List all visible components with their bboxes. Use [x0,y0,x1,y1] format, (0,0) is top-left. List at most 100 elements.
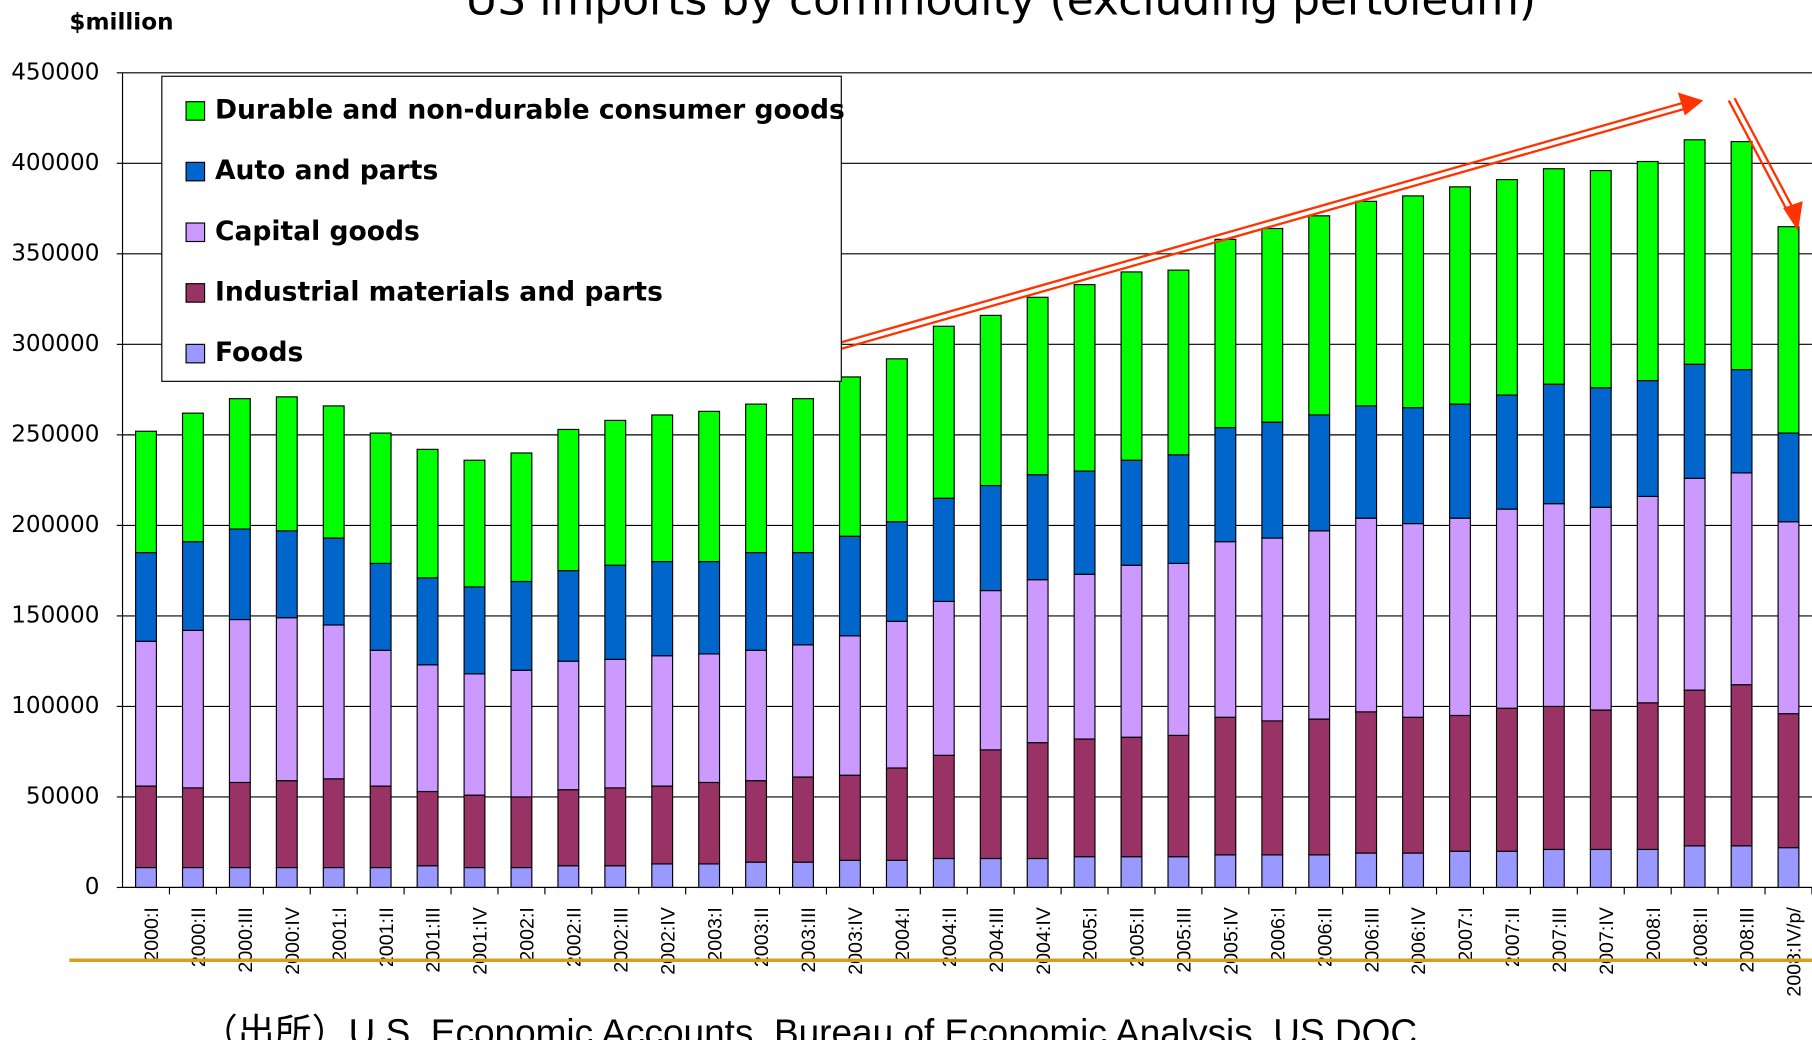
x-tick-label: 2000:III [235,907,257,972]
bar-segment [745,551,768,651]
bar-segment [1589,169,1612,389]
bar-segment [745,649,768,782]
bar-segment [651,655,674,787]
bar-segment [979,484,1002,592]
bar-segment [651,863,674,889]
bar-segment [979,589,1002,751]
bar-segment [1495,850,1518,889]
x-tick-label: 2006:III [1361,907,1383,972]
bar-segment [1167,269,1190,456]
bar-segment [1777,847,1800,889]
bar-segment [792,644,814,778]
x-tick-label: 2003:II [751,907,773,967]
bar-segment [1683,139,1706,365]
bar-segment [1542,503,1565,708]
bar-segment [1636,495,1659,704]
bar-segment [651,785,674,865]
legend: Foods Industrial materials and parts Capit… [161,75,845,382]
bar-segment [1073,738,1096,858]
bar-segment [885,358,908,523]
bar-segment [463,794,486,869]
x-tick-label: 2008:IV/p/ [1784,907,1806,997]
source-note: （出所）U.S. Economic Accounts, Bureau of Ec… [201,1012,1417,1040]
bar-segment [322,405,345,539]
bar-segment [1777,226,1800,434]
x-tick-label: 2001:I [329,907,351,962]
y-tick-label: 50000 [26,783,100,809]
bar-segment [1589,387,1612,508]
bar-segment [275,396,298,532]
bar-segment [1730,141,1753,371]
x-tick-label: 2007:II [1502,907,1524,967]
bar-segment [1542,168,1565,385]
bar-segment [1355,405,1378,519]
x-tick-label: 2001:IV [470,907,492,975]
bar-segment [1636,160,1659,382]
bar-segment [463,673,486,796]
x-tick-label: 2008:I [1643,907,1665,962]
trend-arrows [748,92,1803,376]
y-tick-label: 350000 [11,240,99,266]
bar-segment [1355,200,1378,407]
bar-segment [1730,369,1753,474]
legend-swatch [185,343,206,364]
bar-segment [745,780,768,863]
x-tick-label: 2004:III [986,907,1008,972]
bar-segment [228,781,251,869]
bar-segment [932,754,955,860]
bar-segment [1073,573,1096,740]
bar-segment [1402,852,1425,889]
bar-segment [228,398,251,530]
x-tick-label: 2003:IV [845,907,867,975]
bar-segment [1402,195,1425,409]
bar-segment [1026,474,1049,581]
bar-segment [369,866,392,889]
bar-segment [1777,713,1800,849]
bar-segment [322,778,345,869]
bar-segment [181,787,204,869]
bar-segment [1214,238,1237,429]
bar-segment [181,629,204,789]
x-tick-label: 2004:IV [1033,907,1055,975]
bar-segment [1355,517,1378,713]
legend-swatch [185,283,206,303]
bar-segment [1495,707,1518,852]
bar-segment [1308,414,1331,532]
chart-title: US imports by commodity (excluding perto… [465,0,1536,25]
y-tick-label: 200000 [11,512,99,538]
x-tick-label: 2007:III [1549,907,1571,972]
bar-segment [1495,508,1518,709]
y-tick-label: 300000 [11,331,99,357]
bar-segment [275,780,298,869]
bar-segment [228,866,251,889]
bar-segment [1542,705,1565,851]
bar-segment [1214,427,1237,543]
bar-segment [1402,523,1425,718]
x-tick-label: 2000:I [141,907,163,962]
x-tick-label: 2006:IV [1408,907,1430,975]
bar-segment [135,551,157,642]
legend-label: Foods [215,337,303,368]
bar-segment [1167,562,1190,736]
bar-segment [275,617,298,782]
legend-box [161,75,842,382]
bar-segment [932,325,955,499]
x-tick-label: 2005:III [1174,907,1196,972]
legend-swatch [185,222,206,243]
bar-segment [1026,742,1049,860]
bar-segment [1449,403,1471,519]
bar-segment [135,430,157,554]
x-tick-label: 2004:II [939,907,961,967]
bar-segment [463,459,486,588]
bar-segment [838,535,861,637]
bar-segment [1402,716,1425,854]
bar-segment [885,521,908,622]
bar-segment [1730,684,1753,847]
bar-segment [1026,579,1049,744]
bar-segment [1495,179,1518,396]
bar-segment [1026,296,1049,476]
bar-segment [1167,454,1190,564]
bar-segment [838,859,861,889]
bar-segment [1120,271,1143,461]
bar-segment [1214,716,1237,856]
